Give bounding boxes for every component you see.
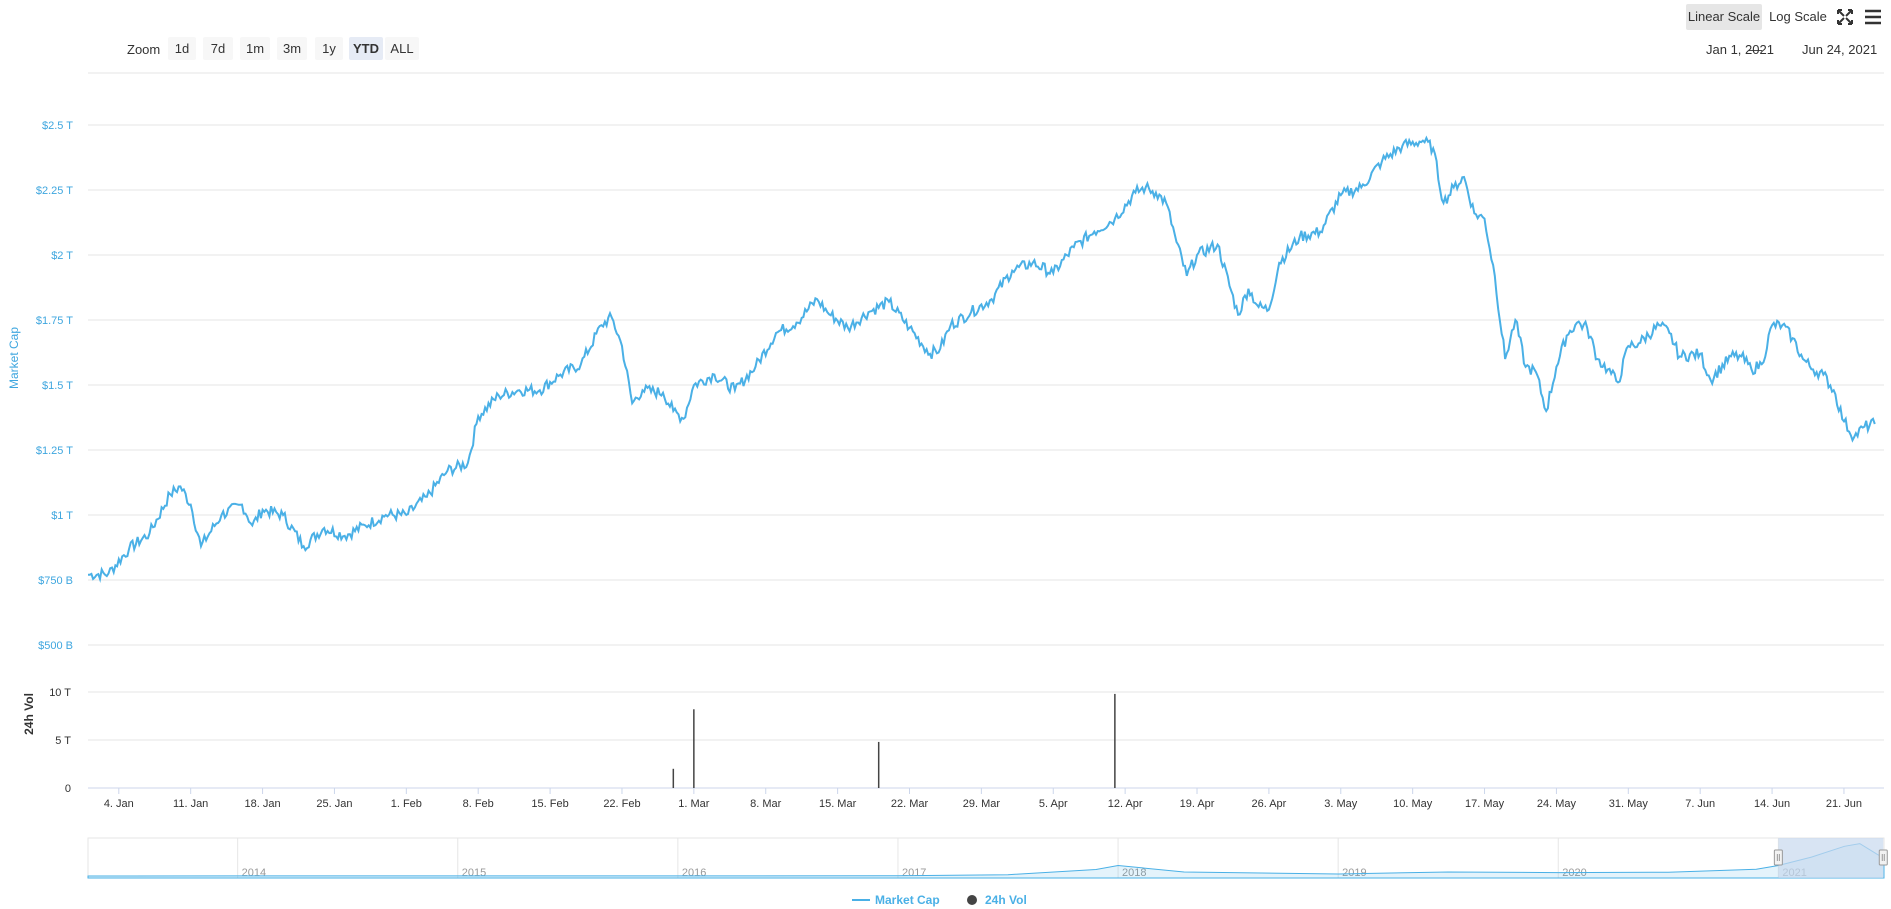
- zoom-button-7d[interactable]: 7d: [203, 37, 233, 60]
- x-tick-label: 5. Apr: [1039, 798, 1068, 810]
- date-range-display: Jan 1, 2021 — Jun 24, 2021: [1706, 42, 1877, 57]
- x-tick-label: 10. May: [1393, 798, 1433, 810]
- navigator-year-label: 2018: [1122, 867, 1146, 879]
- x-tick-label: 31. May: [1609, 798, 1649, 810]
- date-from[interactable]: Jan 1, 2021: [1706, 42, 1774, 57]
- zoom-label: Zoom: [127, 42, 160, 57]
- x-tick-label: 19. Apr: [1180, 798, 1215, 810]
- x-tick-label: 18. Jan: [245, 798, 281, 810]
- x-tick-label: 1. Mar: [678, 798, 710, 810]
- main-y-tick-label: $2 T: [51, 250, 73, 262]
- volume-bar: [693, 709, 695, 788]
- scale-button-label: Log Scale: [1769, 9, 1827, 24]
- zoom-button-1d[interactable]: 1d: [168, 37, 196, 60]
- zoom-button-label: 1d: [175, 41, 189, 56]
- hamburger-menu-icon: [1865, 9, 1881, 25]
- main-y-tick-label: $1.5 T: [42, 380, 73, 392]
- navigator-handle-right[interactable]: [1878, 849, 1888, 866]
- expand-arrows-icon: [1837, 9, 1853, 25]
- x-axis-ticks: 4. Jan 11. Jan 18. Jan 25. Jan 1. Feb 8. Feb 1…: [104, 788, 1862, 810]
- market-cap-series-line: [88, 135, 1876, 583]
- volume-y-tick-label: 5 T: [55, 735, 71, 747]
- volume-bar: [877, 741, 880, 788]
- volume-y-tick-label: 0: [65, 783, 71, 795]
- zoom-button-label: 3m: [283, 41, 301, 56]
- navigator[interactable]: 20142015201620172018201920202021: [87, 837, 1888, 879]
- volume-gridlines: [88, 691, 1884, 741]
- log-scale-button[interactable]: Log Scale: [1766, 4, 1830, 30]
- zoom-buttons: 1d 7d 1m 3m 1y YTD ALL: [168, 37, 419, 60]
- zoom-button-label: 1m: [246, 41, 264, 56]
- x-tick-label: 25. Jan: [316, 798, 352, 810]
- navigator-handles: [1773, 849, 1888, 866]
- x-tick-label: 21. Jun: [1826, 798, 1862, 810]
- zoom-button-label: 7d: [211, 41, 225, 56]
- main-y-tick-label: $1 T: [51, 510, 73, 522]
- legend-dot-symbol: [967, 895, 977, 905]
- zoom-button-label: 1y: [322, 41, 336, 56]
- main-y-tick-label: $1.25 T: [36, 445, 73, 457]
- main-y-axis-ticks: $500 B $750 B $1 T $1.25 T $1.5 T $1.75 T $2 T…: [36, 120, 73, 652]
- x-tick-label: 24. May: [1537, 798, 1577, 810]
- volume-bar: [1114, 693, 1116, 788]
- x-axis: 4. Jan 11. Jan 18. Jan 25. Jan 1. Feb 8. Feb 1…: [104, 788, 1862, 810]
- date-separator: —: [1749, 42, 1762, 57]
- zoom-button-3m[interactable]: 3m: [277, 37, 307, 60]
- volume-y-axis-ticks: 0 5 T 10 T: [49, 687, 71, 795]
- zoom-button-label: YTD: [353, 41, 379, 56]
- x-tick-label: 8. Mar: [750, 798, 782, 810]
- volume-plot: 0 5 T 10 T 24h Vol: [22, 687, 1884, 795]
- legend: Market Cap 24h Vol: [852, 893, 1027, 907]
- x-tick-label: 15. Mar: [819, 798, 857, 810]
- main-y-tick-label: $500 B: [38, 640, 73, 652]
- x-tick-label: 22. Mar: [891, 798, 929, 810]
- legend-item-24h-vol[interactable]: 24h Vol: [967, 893, 1027, 907]
- x-tick-label: 17. May: [1465, 798, 1505, 810]
- main-y-tick-label: $2.5 T: [42, 120, 73, 132]
- market-cap-plot: $500 B $750 B $1 T $1.25 T $1.5 T $1.75 T $2 T…: [7, 72, 1884, 652]
- x-tick-label: 14. Jun: [1754, 798, 1790, 810]
- volume-bar: [672, 768, 675, 788]
- legend-label: Market Cap: [875, 893, 940, 907]
- x-tick-label: 11. Jan: [173, 798, 208, 810]
- x-tick-label: 1. Feb: [391, 798, 422, 810]
- volume-y-tick-label: 10 T: [49, 687, 71, 699]
- x-tick-label: 8. Feb: [463, 798, 494, 810]
- zoom-toolbar: Zoom 1d 7d 1m 3m 1y YTD ALL: [127, 37, 419, 60]
- legend-label: 24h Vol: [985, 893, 1027, 907]
- x-tick-label: 26. Apr: [1251, 798, 1286, 810]
- zoom-button-ytd[interactable]: YTD: [349, 37, 383, 60]
- x-tick-label: 3. May: [1324, 798, 1358, 810]
- x-tick-label: 29. Mar: [963, 798, 1001, 810]
- date-to[interactable]: Jun 24, 2021: [1802, 42, 1877, 57]
- x-tick-label: 15. Feb: [531, 798, 568, 810]
- navigator-handle-left[interactable]: [1773, 849, 1783, 866]
- navigator-year-label: 2019: [1342, 867, 1366, 879]
- zoom-button-label: ALL: [390, 41, 413, 56]
- zoom-button-all[interactable]: ALL: [385, 37, 419, 60]
- x-tick-label: 12. Apr: [1108, 798, 1143, 810]
- chart-menu-button[interactable]: [1860, 5, 1886, 29]
- main-y-tick-label: $1.75 T: [36, 315, 73, 327]
- linear-scale-button[interactable]: Linear Scale: [1686, 4, 1762, 30]
- scale-button-label: Linear Scale: [1688, 9, 1760, 24]
- fullscreen-button[interactable]: [1834, 5, 1856, 29]
- zoom-button-1y[interactable]: 1y: [315, 37, 343, 60]
- scale-toolbar: Linear Scale Log Scale: [1686, 4, 1886, 30]
- volume-bars: [672, 693, 1116, 788]
- x-tick-label: 7. Jun: [1685, 798, 1715, 810]
- legend-item-market-cap[interactable]: Market Cap: [852, 893, 940, 907]
- main-gridlines: [88, 72, 1884, 646]
- main-y-tick-label: $750 B: [38, 575, 73, 587]
- navigator-selected-range[interactable]: [1778, 838, 1884, 878]
- zoom-button-1m[interactable]: 1m: [240, 37, 270, 60]
- main-y-axis-label: Market Cap: [7, 327, 21, 389]
- volume-y-axis-label: 24h Vol: [22, 693, 36, 735]
- x-tick-label: 22. Feb: [603, 798, 640, 810]
- main-y-tick-label: $2.25 T: [36, 185, 73, 197]
- x-tick-label: 4. Jan: [104, 798, 134, 810]
- scale-buttons: Linear Scale Log Scale: [1686, 4, 1830, 30]
